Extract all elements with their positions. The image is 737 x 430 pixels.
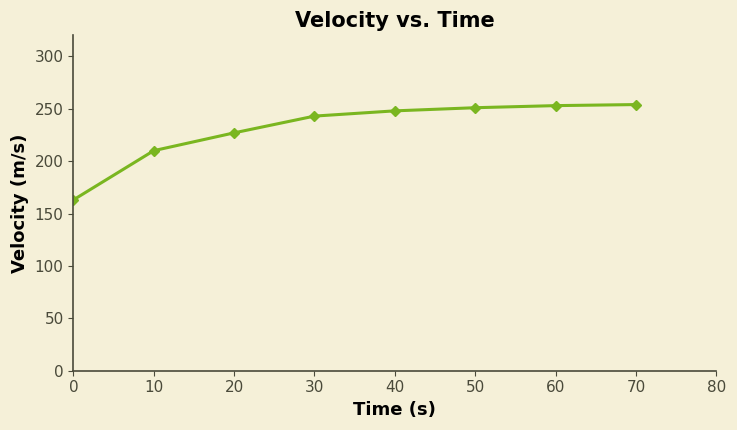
Title: Velocity vs. Time: Velocity vs. Time <box>295 11 495 31</box>
Y-axis label: Velocity (m/s): Velocity (m/s) <box>11 133 29 273</box>
X-axis label: Time (s): Time (s) <box>353 401 436 419</box>
